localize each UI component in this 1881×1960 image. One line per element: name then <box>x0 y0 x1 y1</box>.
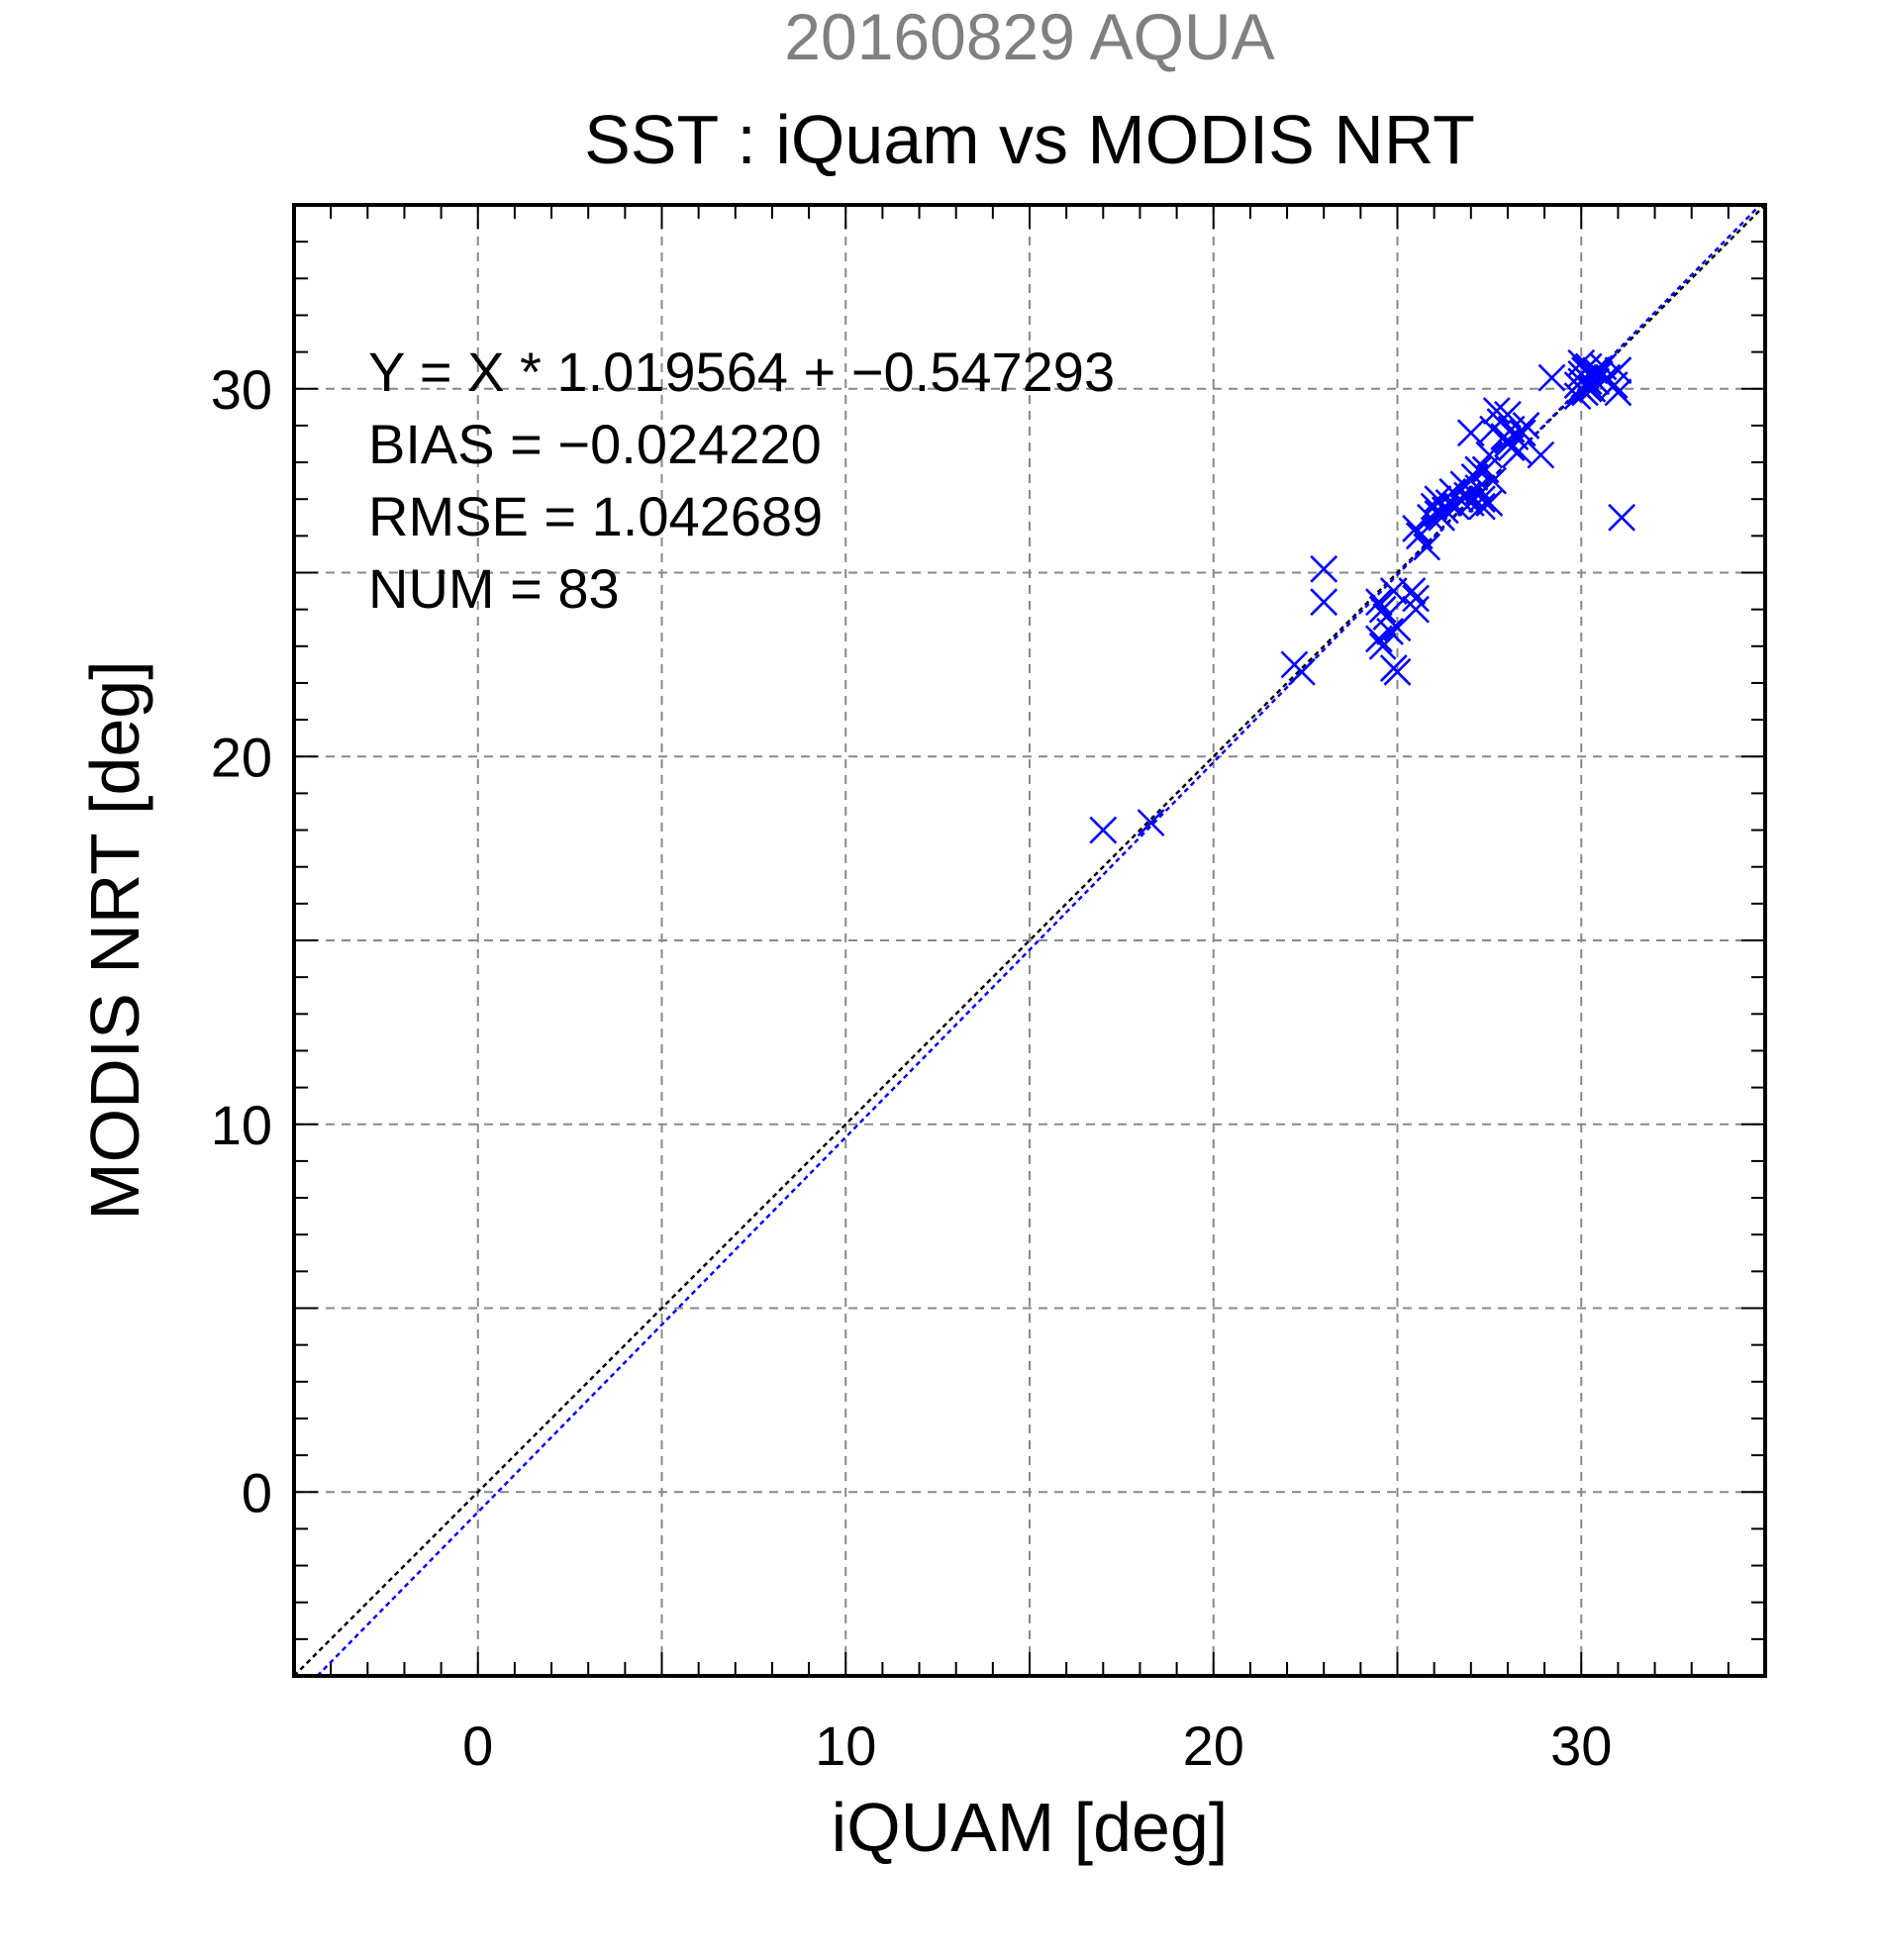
stats-num: NUM = 83 <box>368 557 620 620</box>
data-point <box>1365 588 1393 617</box>
data-point <box>1368 632 1397 660</box>
data-point <box>1417 503 1444 532</box>
data-point <box>1456 419 1485 447</box>
data-point <box>1604 356 1633 385</box>
y-tick-labels: 0 10 20 30 <box>211 358 272 1524</box>
data-point <box>1527 441 1555 469</box>
data-point <box>1310 554 1338 583</box>
y-tick-label: 30 <box>211 358 272 421</box>
data-points <box>1089 348 1636 844</box>
regression-fit-line <box>316 205 1761 1676</box>
y-tick-label: 10 <box>211 1094 272 1156</box>
data-point <box>1464 455 1493 484</box>
data-point <box>1475 441 1504 469</box>
grid <box>294 205 1765 1676</box>
chart-date-label: 20160829 AQUA <box>784 0 1274 73</box>
data-point <box>1402 515 1430 542</box>
data-point <box>1310 588 1338 617</box>
data-point <box>1137 809 1165 837</box>
chart-title: SST : iQuam vs MODIS NRT <box>584 101 1475 178</box>
data-point <box>1482 397 1511 425</box>
x-tick-label: 20 <box>1183 1715 1244 1777</box>
x-tick-label: 10 <box>815 1715 876 1777</box>
data-point <box>1508 419 1536 447</box>
y-axis-label: MODIS NRT [deg] <box>76 660 153 1220</box>
data-point <box>1497 434 1526 462</box>
x-tick-label: 0 <box>462 1715 493 1777</box>
data-point <box>1479 466 1508 495</box>
data-point <box>1398 577 1427 605</box>
stats-equation: Y = X * 1.019564 + −0.547293 <box>368 341 1115 403</box>
plot-frame <box>292 203 1767 1678</box>
y-tick-label: 0 <box>242 1461 272 1523</box>
data-point <box>1468 492 1496 521</box>
x-axis-label: iQUAM [deg] <box>832 1789 1229 1866</box>
stats-bias: BIAS = −0.024220 <box>368 413 822 475</box>
x-tick-label: 30 <box>1550 1715 1612 1777</box>
data-point <box>1468 485 1496 514</box>
fit-statistics: Y = X * 1.019564 + −0.547293 BIAS = −0.0… <box>368 341 1115 620</box>
y-tick-label: 20 <box>211 726 272 788</box>
data-point <box>1604 378 1633 407</box>
data-point <box>1512 411 1540 440</box>
data-point <box>1089 816 1118 844</box>
reference-lines <box>294 205 1765 1676</box>
data-point <box>1608 503 1636 532</box>
data-point <box>1287 657 1316 686</box>
data-point <box>1376 618 1404 645</box>
data-point <box>1431 496 1459 525</box>
data-point <box>1413 533 1441 561</box>
x-tick-labels: 0 10 20 30 <box>462 1715 1612 1777</box>
stats-rmse: RMSE = 1.042689 <box>368 485 823 547</box>
data-point <box>1574 374 1603 403</box>
data-point <box>1383 657 1412 686</box>
data-point <box>1402 584 1430 613</box>
data-point <box>1424 500 1452 528</box>
data-point <box>1368 595 1397 624</box>
data-point <box>1494 426 1522 454</box>
data-point <box>1537 363 1566 392</box>
data-point <box>1402 595 1430 624</box>
